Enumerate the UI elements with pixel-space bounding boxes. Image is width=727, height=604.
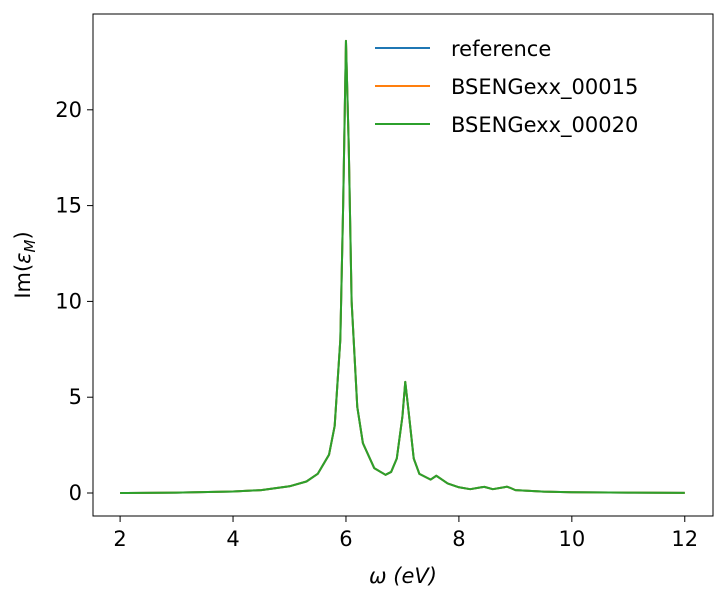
x-tick-label: 10: [558, 527, 585, 551]
y-label-part: Im(: [11, 264, 35, 299]
data-line: [120, 39, 685, 495]
y-label-part: M: [21, 239, 39, 252]
legend-label: reference: [451, 37, 551, 61]
y-label-part: ε: [11, 252, 35, 263]
data-line: [120, 39, 685, 495]
y-axis-label: Im(εM): [11, 231, 39, 298]
data-line: [120, 39, 685, 495]
y-tick-label: 0: [69, 481, 82, 505]
x-tick-label: 4: [226, 527, 239, 551]
x-tick-label: 2: [113, 527, 126, 551]
y-tick-label: 10: [55, 289, 82, 313]
y-tick-label: 20: [55, 98, 82, 122]
x-axis-label: ω (eV): [369, 564, 437, 588]
x-tick-label: 12: [671, 527, 698, 551]
plot-frame: [92, 13, 714, 517]
legend-label: BSENGexx_00020: [451, 113, 638, 138]
x-tick-label: 8: [452, 527, 465, 551]
y-tick-label: 5: [69, 385, 82, 409]
y-label-part: ): [11, 231, 35, 239]
y-tick-label: 15: [55, 194, 82, 218]
legend-label: BSENGexx_00015: [451, 75, 638, 100]
x-tick-label: 6: [339, 527, 352, 551]
